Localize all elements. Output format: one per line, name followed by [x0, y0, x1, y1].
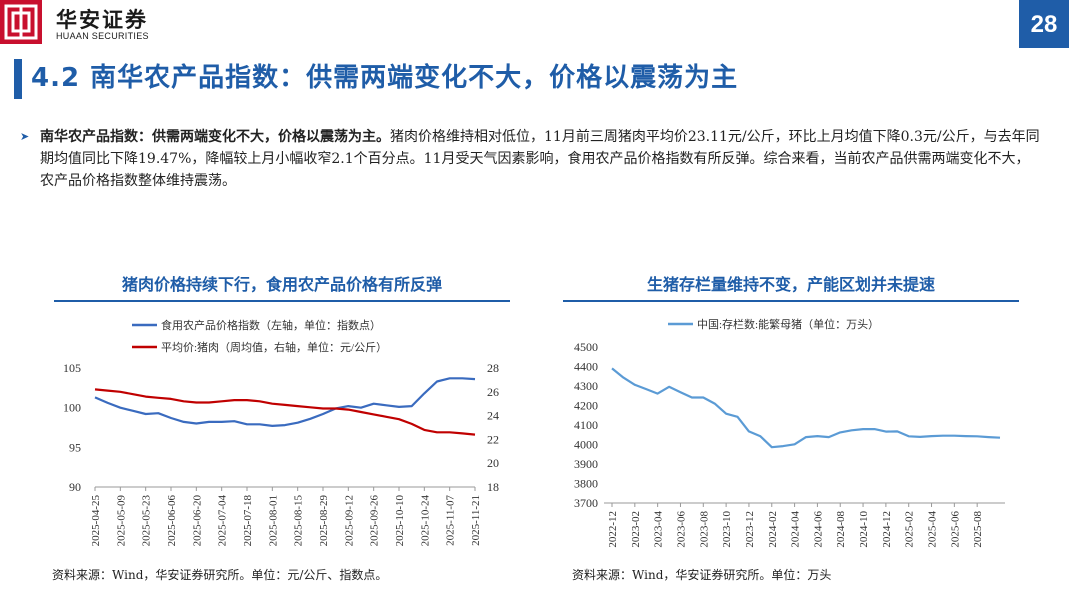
summary-lead: 南华农产品指数：供需两端变化不大，价格以震荡为主。 [40, 129, 390, 145]
right-y-tick-label: 24 [487, 409, 499, 423]
right-chart-title: 生猪存栏量维持不变，产能区划并未提速 [646, 275, 935, 294]
left-chart-title-rule [54, 300, 510, 302]
x-tick-label: 2025-02 [904, 511, 916, 548]
x-tick-label: 2022-12 [607, 511, 619, 548]
x-tick-label: 2025-04-25 [90, 495, 102, 547]
x-tick-label: 2025-11-07 [445, 495, 457, 546]
left-y-tick-label: 105 [63, 361, 81, 375]
x-tick-label: 2023-06 [675, 511, 687, 548]
right-chart-title-rule [563, 300, 1019, 302]
y-tick-label: 4000 [574, 438, 598, 452]
y-tick-label: 4100 [574, 418, 598, 432]
x-tick-label: 2024-06 [812, 511, 824, 548]
brand-logo-mark [0, 0, 42, 44]
y-tick-label: 4500 [574, 340, 598, 354]
x-tick-label: 2023-12 [744, 511, 756, 548]
right-line-chart: 中国:存栏数:能繁母猪（单位：万头） 3700 3800 3900 4000 4100 42… [574, 317, 1005, 548]
right-y-tick-label: 26 [487, 385, 499, 399]
x-tick-label: 2024-12 [881, 511, 893, 548]
x-tick-label: 2025-05-23 [141, 495, 153, 547]
right-y-tick-label: 18 [487, 480, 499, 494]
summary-paragraph: 南华农产品指数：供需两端变化不大，价格以震荡为主。猪肉价格维持相对低位，11月前… [40, 126, 1040, 192]
x-tick-label: 2025-10-10 [394, 495, 406, 547]
x-tick-label: 2025-09-26 [369, 495, 381, 547]
x-tick-label: 2025-10-24 [419, 495, 431, 547]
right-y-tick-label: 28 [487, 361, 499, 375]
x-tick-label: 2025-08-29 [318, 495, 330, 547]
legend-label: 平均价:猪肉（周均值，右轴，单位：元/公斤） [161, 340, 387, 354]
right-chart-source: 资料来源：Wind，华安证券研究所。单位：万头 [572, 568, 832, 582]
y-tick-label: 3900 [574, 457, 598, 471]
left-y-tick-label: 100 [63, 401, 81, 415]
logo-seal-icon [0, 0, 42, 44]
x-tick-label: 2023-10 [721, 511, 733, 548]
series-line [94, 377, 476, 428]
x-tick-label: 2024-04 [790, 511, 802, 548]
brand-name-en: HUAAN SECURITIES [56, 31, 149, 41]
y-tick-label: 4400 [574, 360, 598, 374]
legend-label: 中国:存栏数:能繁母猪（单位：万头） [697, 317, 879, 331]
x-tick-label: 2025-06-20 [191, 495, 203, 547]
left-line-chart: 食用农产品价格指数（左轴，单位：指数点） 平均价:猪肉（周均值，右轴，单位：元/公… [63, 318, 499, 547]
x-tick-label: 2025-08 [972, 511, 984, 548]
x-tick-label: 2025-07-18 [242, 495, 254, 547]
page-title: 4.2 南华农产品指数：供需两端变化不大，价格以震荡为主 [31, 63, 739, 93]
x-tick-label: 2023-04 [653, 511, 665, 548]
title-accent-bar [14, 59, 22, 99]
bullet-arrow-icon: ➤ [20, 130, 30, 143]
left-chart-title: 猪肉价格持续下行，食用农产品价格有所反弹 [121, 275, 442, 294]
x-tick-label: 2024-02 [767, 511, 779, 548]
left-chart-source: 资料来源：Wind，华安证券研究所。单位：元/公斤、指数点。 [52, 568, 388, 582]
x-tick-label: 2025-08-01 [267, 495, 279, 546]
series-line [611, 367, 1001, 449]
x-tick-label: 2025-05-09 [115, 495, 127, 547]
x-tick-label: 2024-10 [858, 511, 870, 548]
legend-label: 食用农产品价格指数（左轴，单位：指数点） [161, 318, 381, 332]
y-tick-label: 4200 [574, 399, 598, 413]
left-y-tick-label: 95 [69, 440, 81, 454]
y-tick-label: 3800 [574, 477, 598, 491]
x-tick-label: 2024-08 [835, 511, 847, 548]
x-tick-label: 2023-08 [698, 511, 710, 548]
right-y-tick-label: 22 [487, 432, 499, 446]
x-tick-label: 2025-07-04 [217, 495, 229, 547]
page-number: 28 [1019, 0, 1069, 48]
brand-name-cn: 华安证券 [56, 7, 148, 32]
x-tick-label: 2025-08-15 [293, 495, 305, 547]
x-tick-label: 2025-04 [927, 511, 939, 548]
x-tick-label: 2023-02 [630, 511, 642, 548]
left-y-tick-label: 90 [69, 480, 81, 494]
series-line [94, 388, 476, 436]
x-tick-label: 2025-09-12 [343, 495, 355, 546]
x-tick-label: 2025-11-21 [470, 495, 482, 546]
y-tick-label: 3700 [574, 496, 598, 510]
y-tick-label: 4300 [574, 379, 598, 393]
summary-text: 猪肉价格维持相对低位，11月前三周猪肉平均价23.11元/公斤，环比上月均值下降… [40, 129, 1040, 189]
right-y-tick-label: 20 [487, 456, 499, 470]
x-tick-label: 2025-06 [949, 511, 961, 548]
x-tick-label: 2025-06-06 [166, 495, 178, 547]
